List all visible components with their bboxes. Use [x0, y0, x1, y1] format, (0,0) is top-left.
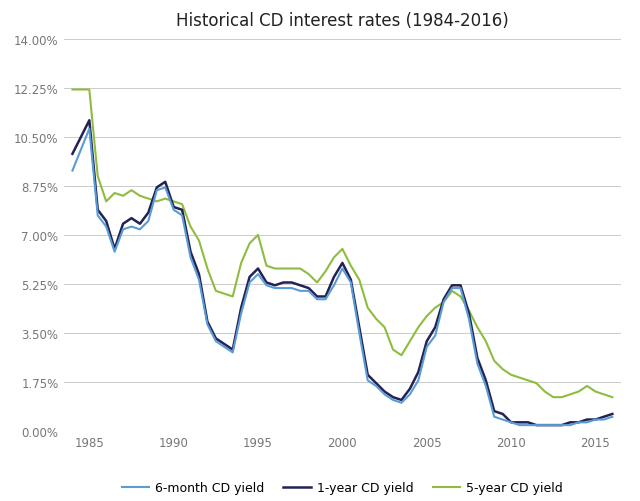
6-month CD yield	[423, 344, 431, 350]
1-year CD yield	[423, 339, 431, 345]
5-year CD yield	[609, 394, 616, 400]
1-year CD yield	[347, 277, 355, 283]
Line: 5-year CD yield: 5-year CD yield	[72, 90, 612, 397]
6-month CD yield	[305, 288, 312, 294]
5-year CD yield	[550, 394, 557, 400]
Title: Historical CD interest rates (1984-2016): Historical CD interest rates (1984-2016)	[176, 12, 509, 30]
1-year CD yield	[381, 389, 388, 395]
1-year CD yield	[305, 286, 312, 292]
6-month CD yield	[381, 392, 388, 398]
5-year CD yield	[145, 196, 152, 202]
6-month CD yield	[609, 414, 616, 420]
6-month CD yield	[347, 280, 355, 286]
5-year CD yield	[339, 246, 346, 253]
1-year CD yield	[68, 151, 76, 157]
5-year CD yield	[296, 266, 304, 272]
Line: 6-month CD yield: 6-month CD yield	[72, 129, 612, 425]
Line: 1-year CD yield: 1-year CD yield	[72, 121, 612, 425]
Legend: 6-month CD yield, 1-year CD yield, 5-year CD yield: 6-month CD yield, 1-year CD yield, 5-yea…	[116, 476, 568, 499]
5-year CD yield	[423, 314, 431, 320]
6-month CD yield	[153, 188, 161, 194]
5-year CD yield	[415, 325, 422, 331]
1-year CD yield	[609, 411, 616, 417]
1-year CD yield	[86, 118, 93, 124]
6-month CD yield	[86, 126, 93, 132]
6-month CD yield	[516, 422, 524, 428]
5-year CD yield	[372, 316, 380, 322]
1-year CD yield	[532, 422, 540, 428]
1-year CD yield	[153, 185, 161, 191]
1-year CD yield	[431, 325, 439, 331]
5-year CD yield	[68, 87, 76, 93]
6-month CD yield	[68, 168, 76, 174]
6-month CD yield	[431, 333, 439, 339]
